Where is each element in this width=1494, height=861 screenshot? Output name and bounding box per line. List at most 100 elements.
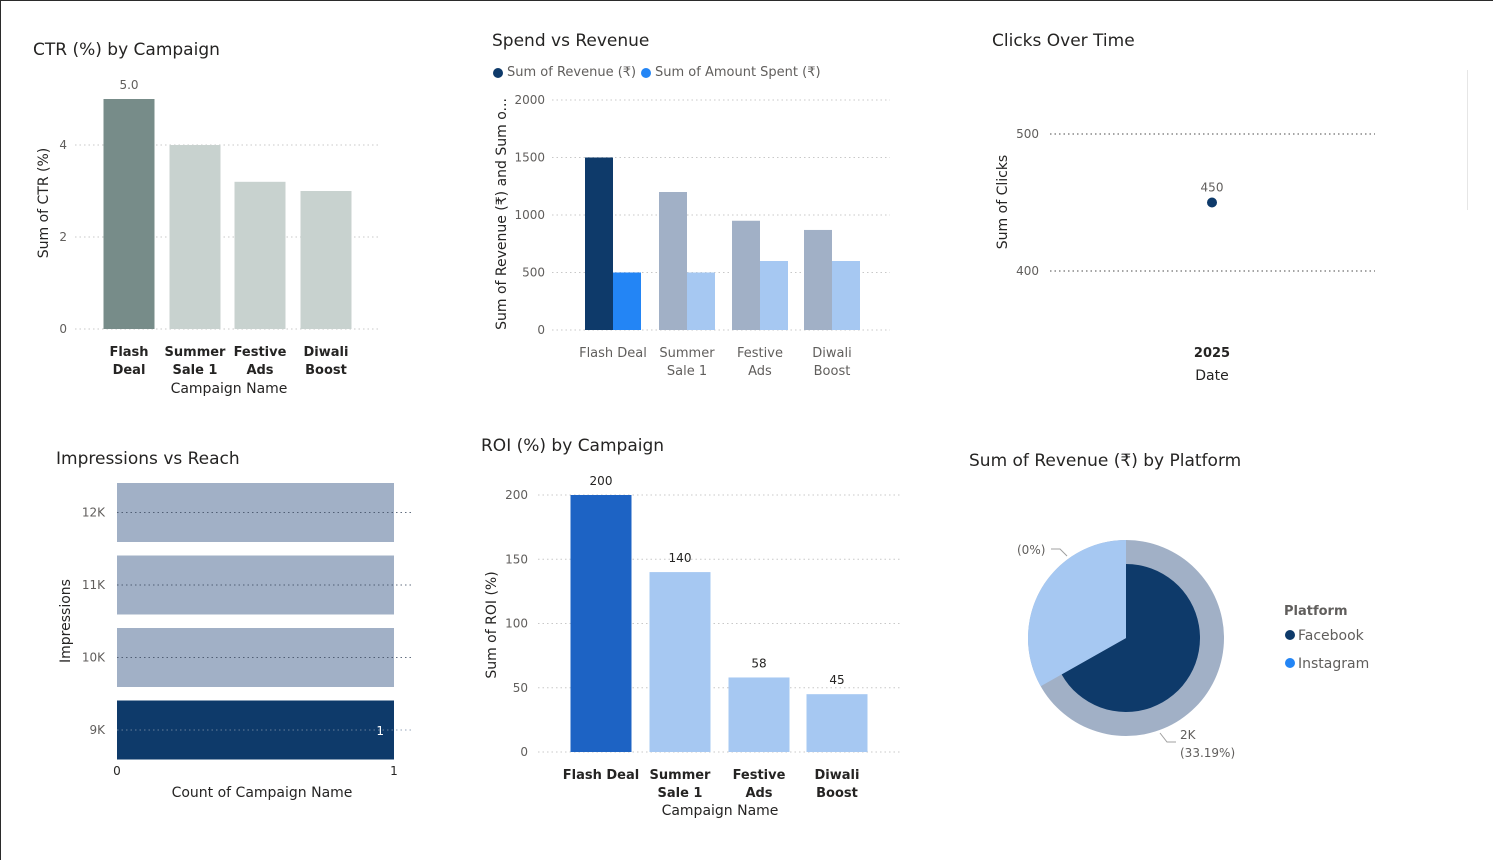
roi-ytick-label: 0 (520, 745, 528, 759)
ctr-ytick-label: 4 (59, 138, 67, 152)
clicks-ytick-label: 500 (1016, 127, 1039, 141)
spend-category-label: Festive (737, 346, 783, 361)
ctr-by-campaign-visual[interactable]: CTR (%) by Campaign 0 2 4 5.0 Flash Deal Summe… (0, 0, 420, 420)
pie-slice-facebook (1061, 564, 1200, 712)
spend-ytick-label: 2000 (514, 93, 545, 107)
impressions-category-label: 10K (82, 651, 106, 665)
clicks-chart-title: Clicks Over Time (992, 31, 1135, 51)
pie-legend-label: Facebook (1298, 628, 1365, 644)
roi-data-label: 45 (829, 673, 844, 687)
impressions-data-label: 1 (376, 724, 384, 738)
spend-vs-revenue-visual[interactable]: Spend vs Revenue Sum of Revenue (₹) Sum … (440, 0, 920, 420)
pie-slice-instagram (1028, 540, 1126, 687)
ctr-bar (103, 99, 155, 329)
ctr-bar (234, 181, 286, 329)
revenue-bar (732, 220, 760, 330)
clicks-y-axis-title: Sum of Clicks (995, 155, 1011, 249)
ctr-category-label: Ads (246, 363, 273, 378)
spend-category-label: Sale 1 (667, 364, 707, 379)
spend-revenue-chart-svg: 0 500 1000 1500 2000 Flash Deal Summer Sale 1 Fe… (494, 93, 890, 379)
spend-category-label: Summer (659, 346, 715, 361)
spend-y-axis-title: Sum of Revenue (₹) and Sum o... (494, 98, 510, 330)
spend-ytick-label: 500 (522, 266, 545, 280)
roi-bar (728, 677, 790, 752)
clicks-data-point (1207, 197, 1217, 208)
clicks-data-label: 450 (1201, 181, 1224, 195)
roi-category-label: Boost (816, 786, 858, 801)
clicks-ytick-label: 400 (1016, 264, 1039, 278)
roi-data-label: 140 (669, 551, 692, 565)
impressions-y-axis-title: Impressions (58, 579, 74, 663)
roi-bar (570, 495, 632, 752)
spend-ytick-label: 1500 (514, 151, 545, 165)
ctr-ytick-label: 2 (59, 230, 67, 244)
ctr-bar (169, 145, 221, 329)
ctr-category-label: Sale 1 (173, 363, 218, 378)
legend-revenue-icon (493, 67, 503, 78)
platform-chart-title: Sum of Revenue (₹) by Platform (969, 451, 1242, 471)
spend-ytick-label: 0 (537, 323, 545, 337)
clicks-x-axis-title: Date (1195, 368, 1228, 384)
clicks-chart-svg: 400 500 450 2025 Date Sum of Clicks (995, 127, 1375, 384)
impressions-xtick-label: 1 (390, 764, 398, 778)
amount-spent-bar (613, 272, 641, 330)
roi-bar (806, 694, 868, 752)
clicks-x-tick-label: 2025 (1194, 346, 1230, 361)
roi-data-label: 58 (751, 656, 766, 670)
ctr-category-label: Festive (234, 345, 287, 360)
roi-ytick-label: 200 (505, 488, 528, 502)
spend-category-label: Flash Deal (579, 346, 647, 361)
ctr-category-label: Diwali (304, 345, 349, 360)
ctr-chart-svg: 0 2 4 5.0 Flash Deal Summer Sale 1 Festive Ads Diw… (36, 78, 380, 397)
clicks-over-time-visual[interactable]: Clicks Over Time 400 500 450 2025 Date Sum of… (960, 0, 1460, 420)
impressions-x-axis-title: Count of Campaign Name (172, 785, 353, 801)
impressions-category-label: 9K (89, 723, 106, 737)
pie-label: (33.19%) (1180, 746, 1235, 760)
pie-label: 2K (1180, 728, 1197, 742)
spend-category-label: Diwali (812, 346, 851, 361)
legend-amount-spent-label: Sum of Amount Spent (₹) (655, 65, 821, 80)
pie-legend-label: Instagram (1298, 656, 1369, 672)
ctr-y-axis-title: Sum of CTR (%) (36, 148, 52, 259)
impressions-category-label: 12K (82, 506, 106, 520)
revenue-by-platform-visual[interactable]: Sum of Revenue (₹) by Platform (0%) 2K (33… (950, 430, 1450, 850)
impressions-chart-svg: 12K 11K 10K 9K 1 0 1 Count of Campaign Name Impr… (58, 483, 412, 801)
legend-revenue-label: Sum of Revenue (₹) (507, 65, 637, 80)
revenue-bar (585, 157, 613, 330)
ctr-bar (300, 191, 352, 329)
roi-category-label: Diwali (815, 768, 860, 783)
ctr-ytick-label: 0 (59, 322, 67, 336)
impressions-xtick-label: 0 (113, 764, 121, 778)
spend-ytick-label: 1000 (514, 208, 545, 222)
impressions-category-label: 11K (82, 578, 106, 592)
platform-pie-svg: (0%) 2K (33.19%) Platform Facebook Instagram (1017, 540, 1369, 760)
ctr-category-label: Deal (113, 363, 146, 378)
roi-bar (649, 572, 711, 752)
roi-x-axis-title: Campaign Name (662, 803, 779, 819)
ctr-chart-title: CTR (%) by Campaign (33, 40, 220, 60)
roi-category-label: Summer (650, 768, 712, 783)
ctr-category-label: Flash (109, 345, 148, 360)
roi-chart-title: ROI (%) by Campaign (481, 436, 665, 456)
roi-by-campaign-visual[interactable]: ROI (%) by Campaign 0 50 100 150 200 200 Flash… (460, 420, 930, 850)
impressions-vs-reach-visual[interactable]: Impressions vs Reach 12K 11K 10K 9K 1 0 1 Count… (0, 430, 440, 850)
ctr-category-label: Summer (165, 345, 227, 360)
spend-category-label: Ads (748, 364, 772, 379)
roi-y-axis-title: Sum of ROI (%) (484, 571, 500, 678)
roi-category-label: Sale 1 (658, 786, 703, 801)
ctr-data-label: 5.0 (119, 78, 138, 92)
pie-legend-title: Platform (1284, 604, 1348, 619)
legend-item-amount-spent[interactable]: Sum of Amount Spent (₹) (641, 65, 821, 80)
roi-ytick-label: 150 (505, 552, 528, 566)
spend-category-label: Boost (814, 364, 851, 379)
roi-category-label: Ads (745, 786, 772, 801)
spend-revenue-chart-title: Spend vs Revenue (492, 31, 650, 51)
impressions-chart-title: Impressions vs Reach (56, 449, 240, 469)
legend-item-revenue[interactable]: Sum of Revenue (₹) (493, 65, 636, 80)
revenue-bar (804, 229, 832, 330)
amount-spent-bar (760, 261, 788, 330)
roi-data-label: 200 (590, 474, 613, 488)
scrollbar-track[interactable] (1467, 70, 1468, 210)
legend-facebook-icon (1285, 630, 1295, 640)
